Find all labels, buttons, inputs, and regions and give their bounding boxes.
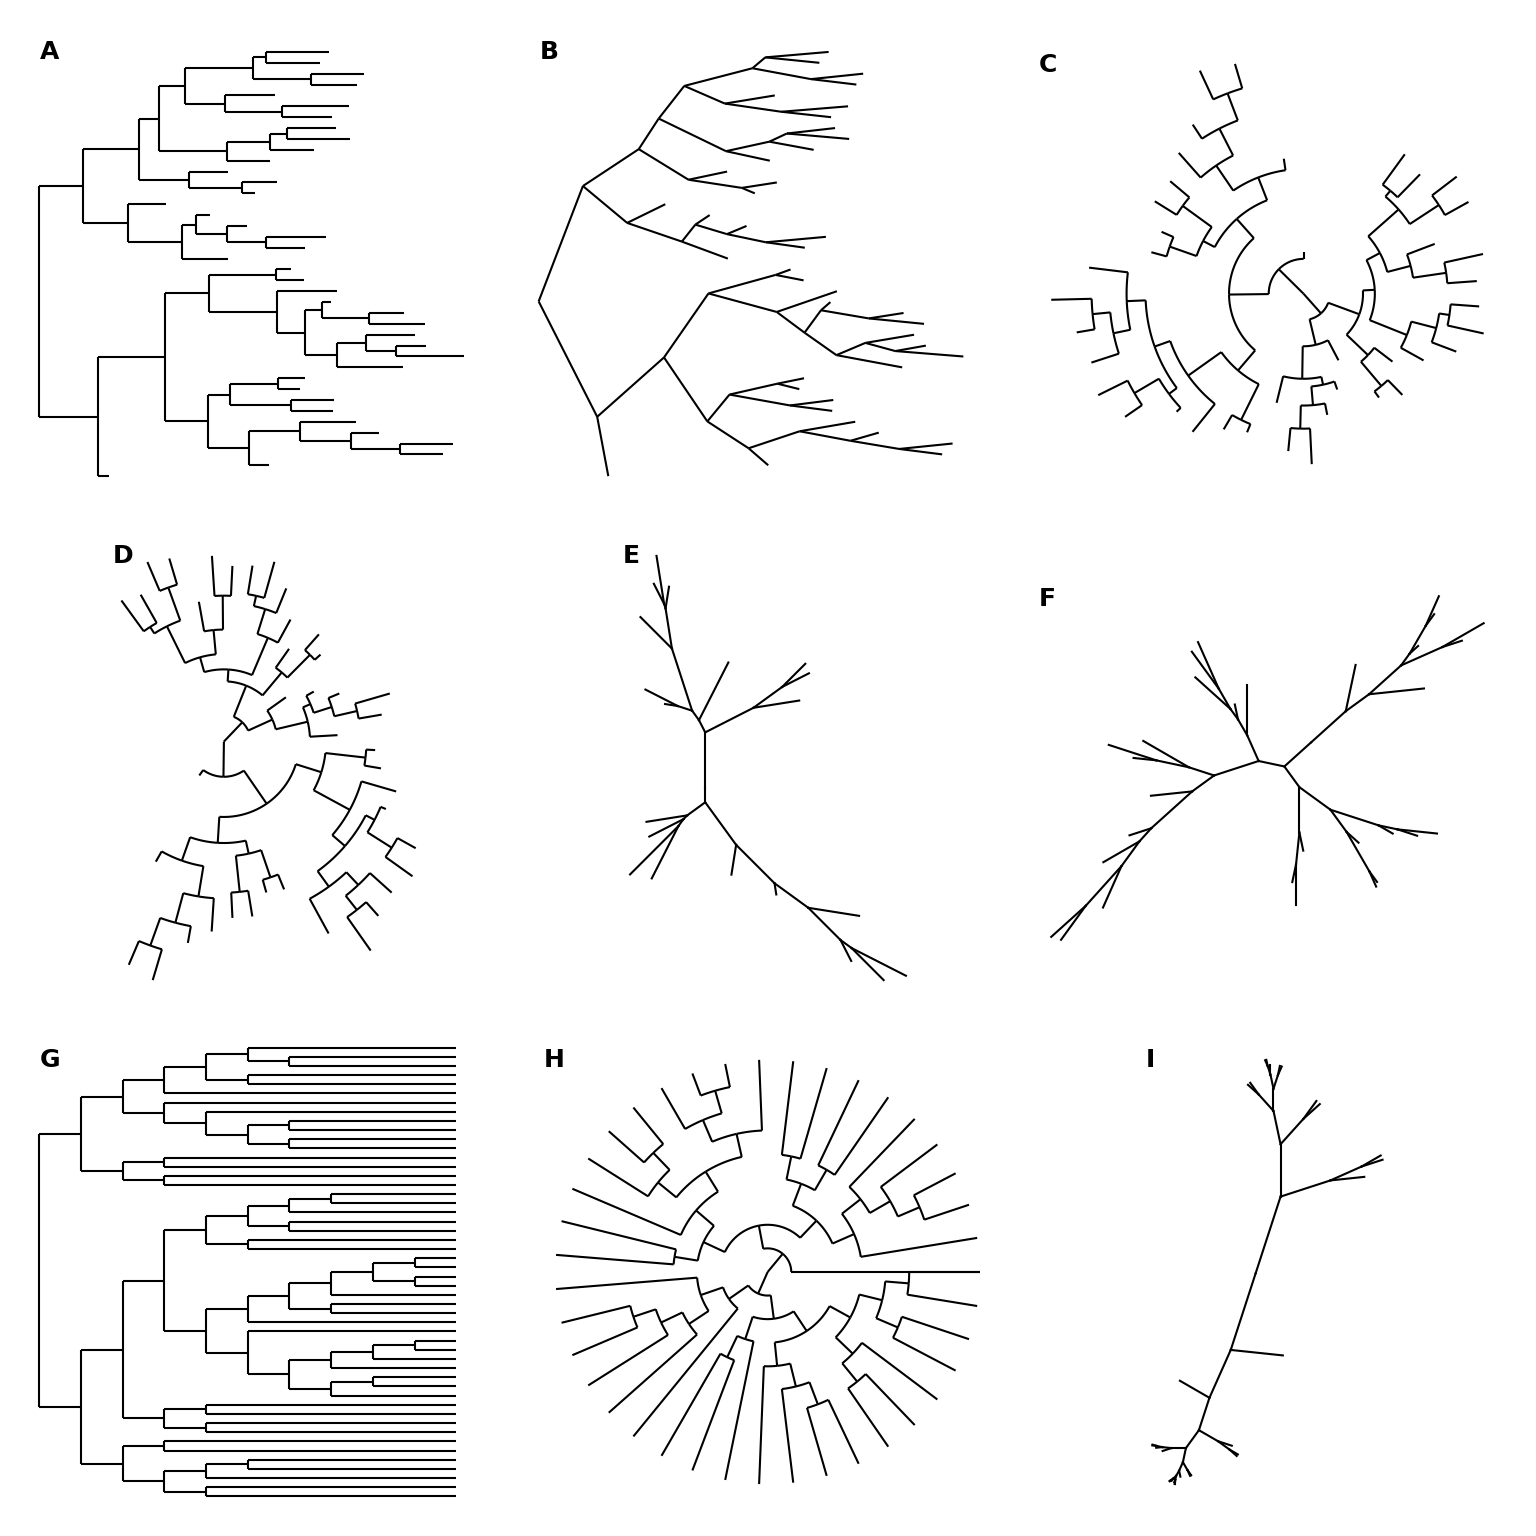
Text: C: C <box>1040 52 1057 77</box>
Text: H: H <box>544 1048 565 1072</box>
Text: G: G <box>40 1048 61 1072</box>
Text: B: B <box>539 40 559 65</box>
Text: E: E <box>622 544 639 568</box>
Text: D: D <box>114 544 134 568</box>
Text: I: I <box>1146 1048 1155 1072</box>
Text: A: A <box>40 40 60 65</box>
Text: F: F <box>1040 587 1057 611</box>
